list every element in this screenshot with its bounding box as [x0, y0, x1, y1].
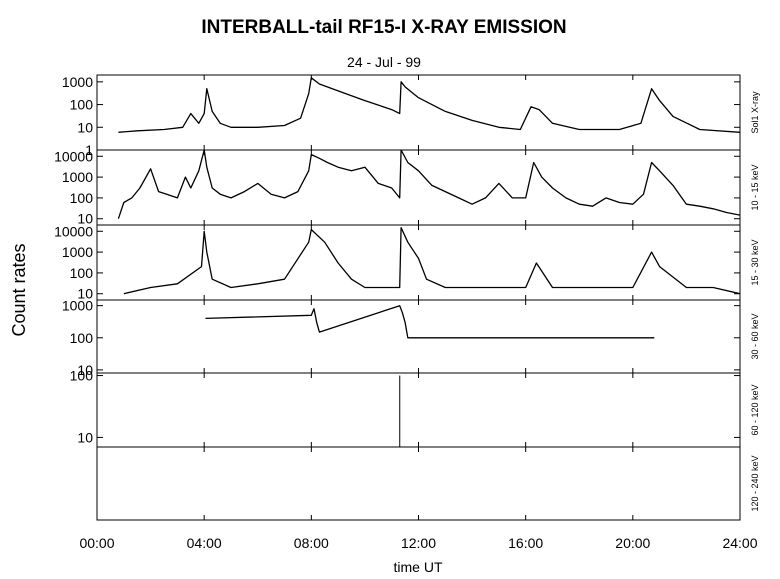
panel-frame [96, 372, 741, 448]
panel-2: 10 100 1000 10000 15 - 30 keV [54, 223, 760, 301]
y-tick-label: 10 [77, 362, 93, 378]
x-tick-label: 00:00 [79, 535, 114, 551]
y-tick-label: 1000 [62, 74, 93, 90]
x-tick-label: 16:00 [508, 535, 543, 551]
y-tick-label: 1000 [62, 169, 93, 185]
panel-1: 10 100 1000 10000 10 - 15 keV [54, 148, 760, 226]
panel-3: 10 100 1000 30 - 60 keV [62, 298, 760, 378]
panel-4: 10 100 60 - 120 keV [70, 368, 760, 448]
panel-label: Sol1 X-ray [750, 91, 760, 134]
panel-label: 60 - 120 keV [750, 384, 760, 435]
y-tick-label: 100 [70, 330, 94, 346]
panel-0: 1 10 100 1000 Sol1 X-ray [62, 74, 760, 158]
y-tick-label: 100 [70, 265, 94, 281]
y-tick-label: 1000 [62, 298, 93, 314]
panel-label: 15 - 30 keV [750, 239, 760, 285]
panel-label: 120 - 240 keV [750, 455, 760, 511]
x-tick-label: 08:00 [294, 535, 329, 551]
panel-frame [96, 224, 741, 301]
x-tick-label: 04:00 [187, 535, 222, 551]
y-tick-label: 10 [77, 429, 93, 445]
y-tick-label: 10000 [54, 223, 93, 239]
y-tick-label: 1000 [62, 244, 93, 260]
y-tick-label: 100 [70, 368, 94, 384]
series-line [123, 226, 740, 295]
panel-frame [96, 74, 741, 151]
x-tick-label: 20:00 [615, 535, 650, 551]
panel-frame [96, 149, 741, 226]
y-tick-label: 1 [85, 142, 93, 158]
y-tick-label: 10 [77, 211, 93, 227]
x-tick-label: 24:00 [722, 535, 757, 551]
series-line [205, 305, 655, 339]
panel-frame [96, 446, 741, 521]
panel-label: 10 - 15 keV [750, 164, 760, 210]
x-tick-label: 12:00 [401, 535, 436, 551]
y-tick-label: 100 [70, 190, 94, 206]
panel-frame [96, 299, 741, 374]
y-axis-label: Count rates [9, 243, 29, 336]
series-line [118, 77, 740, 133]
y-tick-label: 10 [77, 286, 93, 302]
x-tick-labels: 00:00 04:00 08:00 12:00 16:00 20:00 24:00 [79, 535, 757, 551]
y-tick-label: 10 [77, 119, 93, 135]
chart-title: INTERBALL-tail RF15-I X-RAY EMISSION [201, 17, 566, 38]
y-tick-label: 100 [70, 97, 94, 113]
y-tick-label: 10000 [54, 148, 93, 164]
panel-label: 30 - 60 keV [750, 313, 760, 359]
x-axis-label: time UT [394, 559, 443, 575]
series-line [117, 150, 740, 219]
panel-5: 120 - 240 keV [96, 446, 760, 521]
chart-subtitle: 24 - Jul - 99 [347, 54, 421, 70]
